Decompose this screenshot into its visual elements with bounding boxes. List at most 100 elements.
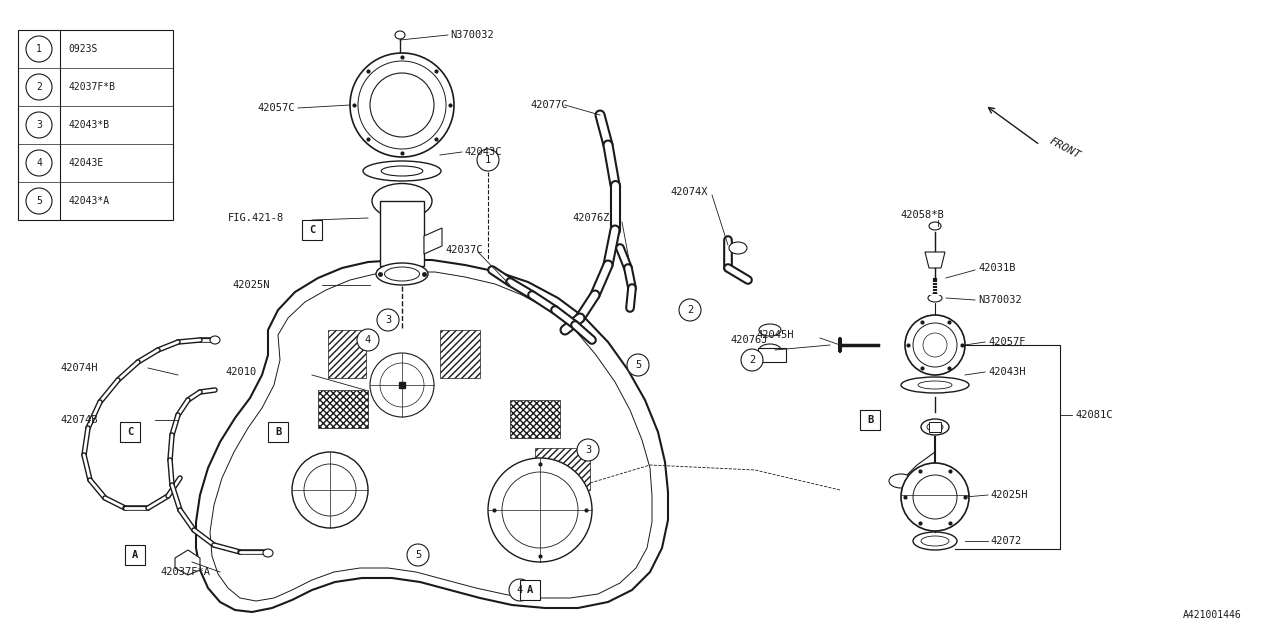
Bar	[120, 422, 140, 442]
Text: 42074B: 42074B	[60, 415, 97, 425]
Ellipse shape	[759, 324, 781, 336]
Bar	[18, 30, 173, 220]
Text: 3: 3	[36, 120, 42, 130]
Circle shape	[901, 463, 969, 531]
Text: 42043*B: 42043*B	[68, 120, 109, 130]
Circle shape	[349, 53, 454, 157]
Circle shape	[370, 353, 434, 417]
Text: 42072: 42072	[989, 536, 1021, 546]
Ellipse shape	[928, 294, 942, 302]
Text: 42077C: 42077C	[530, 100, 567, 110]
Text: 4: 4	[365, 335, 371, 345]
Text: 42025N: 42025N	[232, 280, 270, 290]
Text: 42043E: 42043E	[68, 158, 104, 168]
Text: 2: 2	[749, 355, 755, 365]
Circle shape	[26, 74, 52, 100]
Text: 42045H: 42045H	[756, 330, 794, 340]
Text: C: C	[127, 427, 133, 437]
Text: 5: 5	[36, 196, 42, 206]
Ellipse shape	[927, 422, 943, 431]
Text: A421001446: A421001446	[1183, 610, 1242, 620]
Text: 42025H: 42025H	[989, 490, 1028, 500]
Text: 2: 2	[36, 82, 42, 92]
Text: B: B	[867, 415, 873, 425]
Text: 5: 5	[635, 360, 641, 370]
Ellipse shape	[376, 263, 428, 285]
Circle shape	[292, 452, 369, 528]
Text: N370032: N370032	[451, 30, 494, 40]
Text: 42043H: 42043H	[988, 367, 1025, 377]
Text: A: A	[527, 585, 534, 595]
Text: 5: 5	[415, 550, 421, 560]
Bar	[268, 422, 288, 442]
Text: 42074X: 42074X	[669, 187, 708, 197]
Text: 42010: 42010	[225, 367, 256, 377]
Bar	[399, 382, 404, 388]
Ellipse shape	[730, 242, 748, 254]
Bar	[838, 338, 842, 352]
Circle shape	[678, 299, 701, 321]
Text: FRONT: FRONT	[1048, 136, 1083, 161]
Text: 42043*A: 42043*A	[68, 196, 109, 206]
Text: 42057C: 42057C	[257, 103, 294, 113]
Ellipse shape	[913, 532, 957, 550]
Polygon shape	[925, 252, 945, 268]
Bar	[302, 220, 323, 240]
Ellipse shape	[262, 549, 273, 557]
Bar	[535, 448, 590, 490]
Bar	[860, 410, 881, 430]
Polygon shape	[424, 228, 442, 254]
Ellipse shape	[384, 267, 420, 281]
Circle shape	[477, 149, 499, 171]
Ellipse shape	[396, 31, 404, 39]
Ellipse shape	[922, 536, 948, 546]
Text: B: B	[275, 427, 282, 437]
Circle shape	[378, 309, 399, 331]
Ellipse shape	[381, 166, 422, 176]
Circle shape	[407, 544, 429, 566]
Text: 1: 1	[485, 155, 492, 165]
Circle shape	[923, 333, 947, 357]
Bar	[929, 422, 941, 432]
Ellipse shape	[922, 419, 948, 435]
Bar	[509, 400, 561, 438]
Bar	[758, 348, 786, 362]
Bar	[328, 330, 366, 378]
Circle shape	[370, 73, 434, 137]
Ellipse shape	[890, 474, 913, 488]
Text: 2: 2	[687, 305, 694, 315]
Text: 42037F*B: 42037F*B	[68, 82, 115, 92]
Text: 4: 4	[517, 585, 524, 595]
Text: 1: 1	[36, 44, 42, 54]
Ellipse shape	[929, 222, 941, 230]
Ellipse shape	[372, 184, 433, 218]
Text: 42037C: 42037C	[445, 245, 483, 255]
Bar	[380, 201, 424, 266]
Ellipse shape	[759, 344, 781, 356]
Text: 4: 4	[36, 158, 42, 168]
Circle shape	[509, 579, 531, 601]
Circle shape	[627, 354, 649, 376]
Bar	[440, 330, 480, 378]
Text: 42074H: 42074H	[60, 363, 97, 373]
Ellipse shape	[210, 336, 220, 344]
Text: 42043C: 42043C	[465, 147, 502, 157]
Circle shape	[357, 329, 379, 351]
Circle shape	[741, 349, 763, 371]
Bar	[125, 545, 145, 565]
Text: 42081C: 42081C	[1075, 410, 1112, 420]
Ellipse shape	[918, 381, 952, 389]
Text: 3: 3	[585, 445, 591, 455]
Text: 42057F: 42057F	[988, 337, 1025, 347]
Text: 42031B: 42031B	[978, 263, 1015, 273]
Circle shape	[26, 150, 52, 176]
Polygon shape	[196, 260, 668, 612]
Text: 3: 3	[385, 315, 392, 325]
Circle shape	[26, 112, 52, 138]
Bar	[317, 390, 369, 428]
Bar	[520, 580, 540, 600]
Text: FIG.421-8: FIG.421-8	[228, 213, 284, 223]
Text: C: C	[308, 225, 315, 235]
Text: N370032: N370032	[978, 295, 1021, 305]
Text: A: A	[132, 550, 138, 560]
